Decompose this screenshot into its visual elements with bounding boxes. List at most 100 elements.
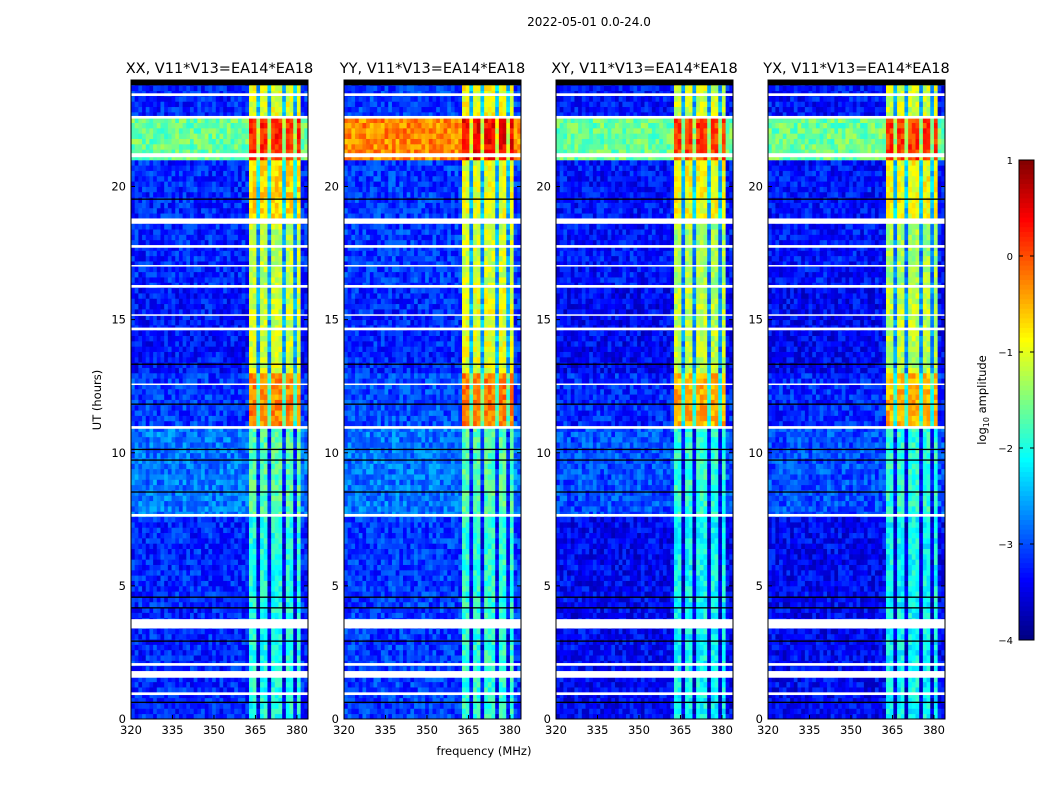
heatmap-cell [138, 404, 143, 411]
heatmap-cell [153, 601, 158, 608]
heatmap-cell [219, 474, 224, 480]
heatmap-cell [204, 596, 209, 603]
heatmap-cell [267, 516, 272, 523]
heatmap-cell [145, 234, 150, 241]
heatmap-cell [219, 202, 224, 209]
heatmap-cell [219, 420, 224, 427]
heatmap-cell [178, 277, 184, 283]
heatmap-cell [278, 319, 283, 326]
heatmap-cell [271, 447, 276, 454]
heatmap-cell [175, 537, 180, 544]
heatmap-cell [278, 713, 283, 720]
heatmap-cell [234, 415, 239, 422]
heatmap-cell [197, 319, 202, 326]
heatmap-cell [190, 681, 195, 688]
heatmap-cell [171, 612, 176, 619]
heatmap-cell [223, 559, 228, 565]
heatmap-cell [142, 708, 147, 715]
heatmap-cell [282, 255, 287, 262]
heatmap-cell [197, 665, 202, 672]
heatmap-cell [175, 575, 180, 581]
heatmap-cell [204, 170, 209, 177]
heatmap-cell [296, 479, 302, 486]
heatmap-cell [234, 633, 239, 640]
heatmap-cell [241, 639, 246, 645]
heatmap-cell [175, 420, 180, 427]
heatmap-cell [296, 580, 302, 587]
heatmap-cell [171, 713, 176, 720]
heatmap-cell [226, 532, 231, 539]
heatmap-cell [230, 239, 235, 246]
heatmap-cell [293, 351, 298, 358]
heatmap-cell [271, 197, 276, 203]
heatmap-cell [289, 537, 294, 544]
heatmap-cell [138, 543, 143, 549]
heatmap-cell [171, 532, 176, 539]
heatmap-cell [164, 479, 169, 486]
heatmap-cell [160, 250, 165, 257]
heatmap-cell [263, 335, 268, 342]
heatmap-cell [131, 234, 136, 241]
heatmap-cell [226, 713, 231, 720]
heatmap-cell [182, 175, 187, 182]
heatmap-cell [171, 687, 176, 693]
heatmap-cell [201, 665, 206, 672]
heatmap-cell [145, 351, 150, 358]
heatmap-cell [193, 676, 198, 683]
heatmap-cell [278, 293, 283, 299]
heatmap-cell [241, 687, 246, 693]
heatmap-cell [271, 468, 276, 475]
heatmap-cell [142, 234, 147, 241]
heatmap-cell [289, 404, 294, 411]
heatmap-cell [293, 298, 298, 305]
heatmap-cell [237, 255, 243, 262]
heatmap-cell [164, 191, 169, 198]
heatmap-cell [260, 298, 265, 305]
heatmap-cell [142, 250, 147, 257]
heatmap-cell [300, 463, 305, 470]
heatmap-cell [138, 234, 143, 241]
heatmap-cell [134, 277, 139, 283]
heatmap-cell [234, 388, 239, 395]
heatmap-cell [193, 713, 198, 720]
heatmap-cell [219, 607, 224, 613]
heatmap-cell [178, 362, 184, 368]
heatmap-cell [134, 553, 139, 560]
heatmap-cell [278, 239, 283, 246]
heatmap-cell [241, 703, 246, 709]
heatmap-cell [296, 713, 302, 720]
heatmap-cell [190, 340, 195, 347]
heatmap-cell [212, 490, 217, 496]
heatmap-cell [274, 591, 279, 597]
heatmap-cell [160, 287, 165, 294]
heatmap-cell [219, 681, 224, 688]
heatmap-cell [278, 308, 283, 315]
heatmap-cell [245, 388, 250, 395]
heatmap-cell [153, 713, 158, 720]
heatmap-cell [190, 442, 195, 448]
heatmap-cell [256, 548, 261, 555]
heatmap-cell [241, 197, 246, 203]
heatmap-cell [300, 234, 305, 241]
heatmap-cell [167, 665, 172, 672]
heatmap-cell [260, 287, 265, 294]
heatmap-cell [282, 521, 287, 528]
heatmap-cell [171, 303, 176, 310]
heatmap-cell [274, 564, 279, 571]
heatmap-cell [178, 197, 184, 203]
heatmap-cell [226, 474, 231, 480]
heatmap-cell [171, 372, 176, 379]
heatmap-cell [193, 687, 198, 693]
heatmap-cell [138, 697, 143, 704]
heatmap-cell [208, 479, 213, 486]
heatmap-cell [153, 479, 158, 486]
heatmap-cell [160, 649, 165, 656]
heatmap-cell [226, 655, 231, 661]
heatmap-cell [182, 303, 187, 310]
heatmap-cell [263, 681, 268, 688]
heatmap-cell [186, 431, 191, 438]
heatmap-cell [178, 676, 184, 683]
heatmap-cell [260, 436, 265, 443]
heatmap-cell [204, 463, 209, 470]
heatmap-cell [249, 681, 254, 688]
